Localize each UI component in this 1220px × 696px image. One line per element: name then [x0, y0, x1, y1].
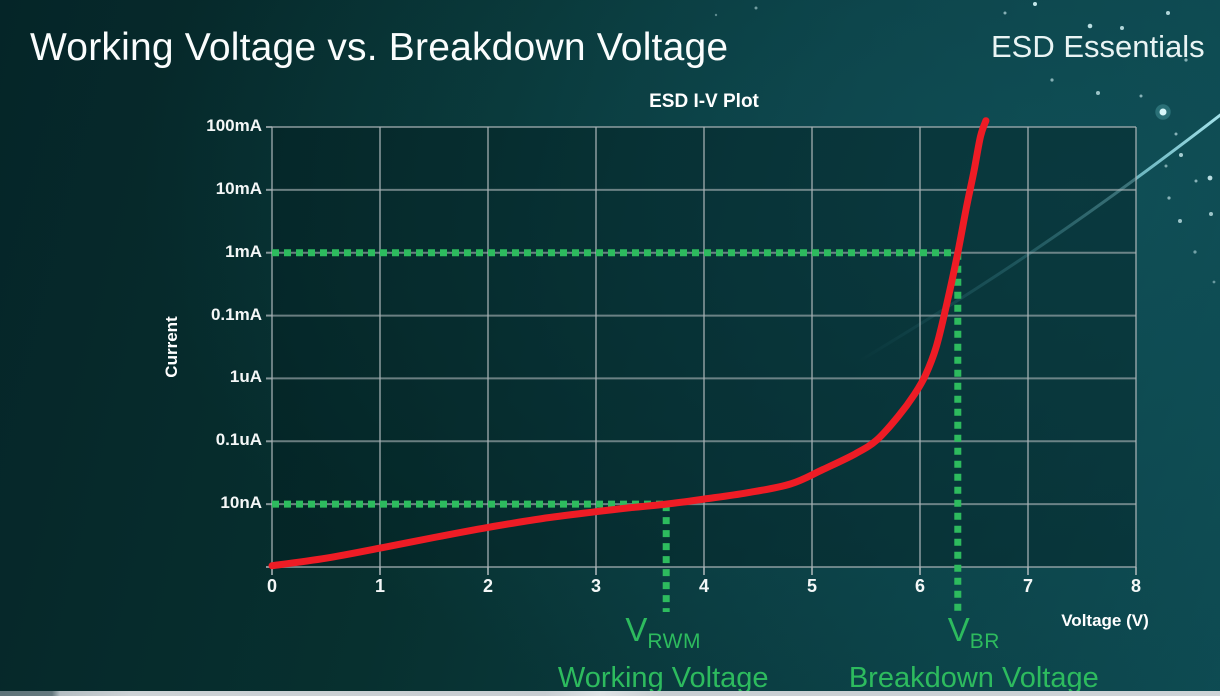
sparkle-dot [1174, 132, 1178, 136]
chart-title: ESD I-V Plot [649, 91, 759, 112]
y-tick-label: 10nA [220, 493, 262, 513]
iv-curve [268, 117, 990, 570]
slide-title: Working Voltage vs. Breakdown Voltage [30, 26, 729, 69]
sparkle-dot [1212, 280, 1216, 284]
breakdown-voltage-label: Breakdown Voltage [848, 662, 1099, 694]
x-tick-label: 0 [266, 576, 277, 596]
working-voltage-annotation: VRWM Working Voltage [558, 612, 769, 695]
x-tick-label: 3 [590, 576, 601, 596]
bottom-edge-strip [0, 691, 1220, 696]
x-tick-label: 7 [1022, 576, 1033, 596]
sparkle-dot [1193, 250, 1197, 254]
x-tick-label: 5 [806, 576, 817, 596]
sparkle-halo [1155, 104, 1171, 120]
sparkle-dot [1167, 196, 1171, 200]
sparkle-dot [1194, 179, 1198, 183]
plot-background [272, 127, 1136, 567]
y-tick-label: 1mA [225, 241, 262, 261]
y-tick-label: 0.1uA [215, 430, 262, 450]
x-tick-label: 8 [1130, 576, 1141, 596]
sparkle-dot [1179, 153, 1183, 157]
sparkle-dot [754, 6, 758, 10]
sparkle-dot [1209, 212, 1213, 216]
brand-watermark: ESD Essentials [991, 29, 1205, 64]
vbr-symbol: VBR [947, 611, 1000, 654]
sparkle-dot [1164, 164, 1168, 168]
sparkle-dot [1207, 175, 1213, 181]
sparkle-dot [714, 13, 718, 17]
sparkle-dot [1139, 94, 1143, 98]
x-tick-label: 6 [914, 576, 925, 596]
sparkle-dot [1178, 219, 1182, 223]
vrwm-symbol: VRWM [625, 611, 701, 654]
sparkle-dot [1166, 11, 1170, 15]
y-tick-label: 0.1mA [210, 304, 262, 324]
working-voltage-label: Working Voltage [557, 662, 769, 694]
y-tick-label: 1uA [229, 367, 262, 387]
sparkle-dot [1033, 2, 1037, 6]
y-tick-label: 100mA [206, 116, 262, 135]
x-tick-label: 2 [482, 576, 493, 596]
x-axis-label: Voltage (V) [1061, 611, 1149, 630]
cyan-streak [856, 113, 1220, 364]
breakdown-voltage-annotation: VBR Breakdown Voltage [849, 612, 1099, 695]
sparkle-dot [1159, 108, 1167, 116]
sparkle-dot [1087, 23, 1093, 29]
x-tick-label: 1 [374, 576, 385, 596]
x-tick-label: 4 [698, 576, 709, 596]
sparkle-dot [1003, 11, 1007, 15]
y-tick-label: 10mA [215, 178, 262, 198]
sparkle-dot [1050, 78, 1054, 82]
